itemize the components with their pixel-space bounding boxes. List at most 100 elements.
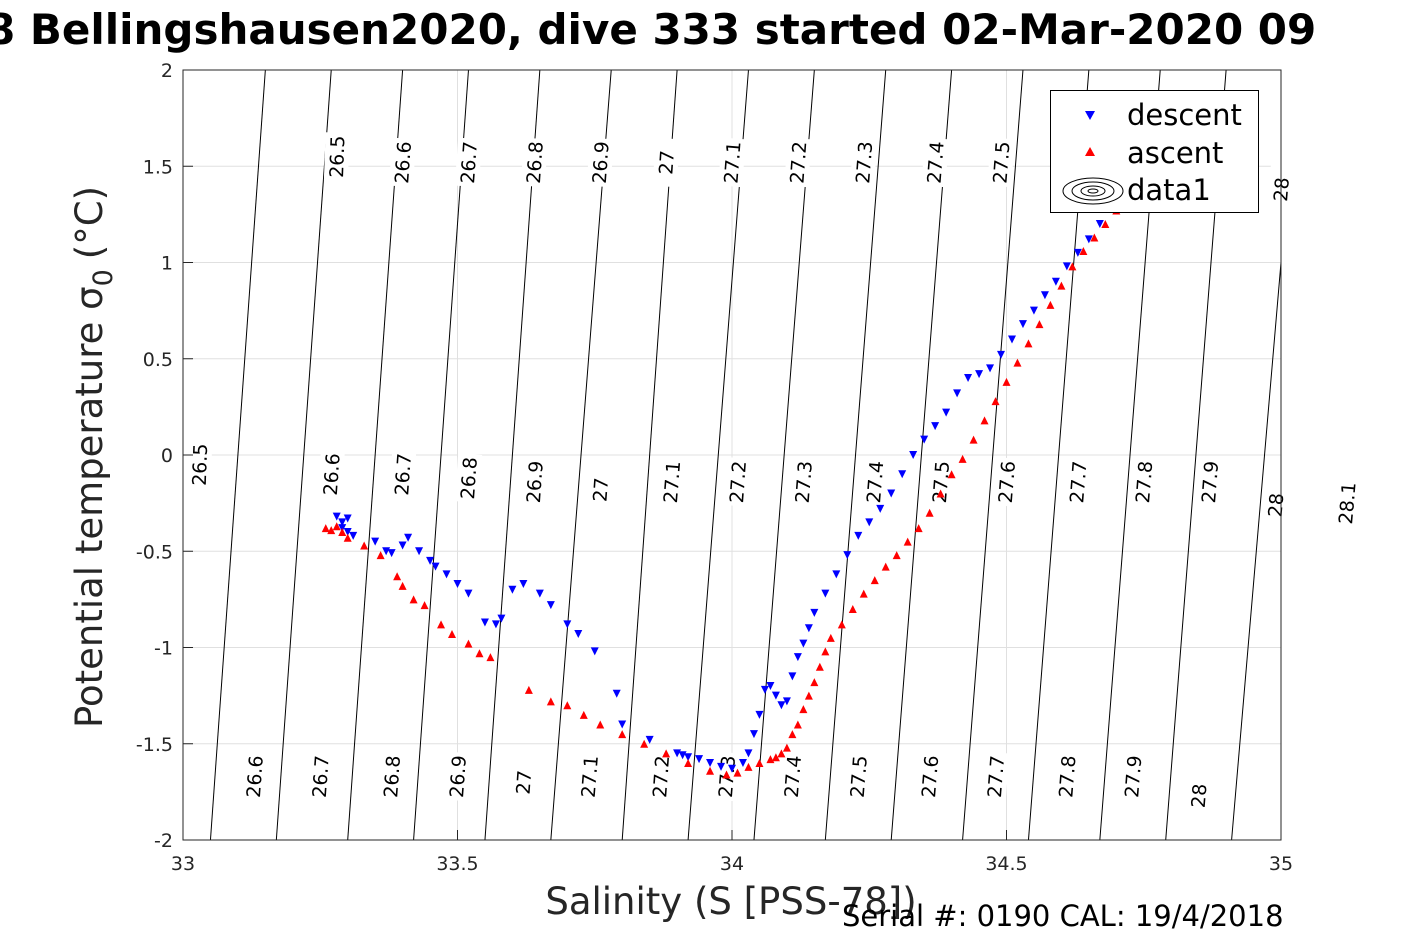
ascent-point bbox=[892, 551, 901, 560]
descent-point bbox=[717, 762, 726, 771]
descent-point bbox=[854, 531, 863, 540]
ascent-point bbox=[1002, 377, 1011, 386]
descent-point bbox=[695, 755, 704, 764]
ascent-series bbox=[321, 206, 1121, 779]
isopycnal-label: 26.6 bbox=[243, 755, 268, 799]
descent-point bbox=[986, 364, 995, 373]
descent-point bbox=[497, 614, 506, 623]
descent-point bbox=[519, 579, 528, 588]
descent-point bbox=[442, 570, 451, 579]
ascent-point bbox=[782, 743, 791, 752]
descent-point bbox=[1062, 262, 1071, 271]
descent-point bbox=[744, 749, 753, 758]
isopycnal-label-background bbox=[987, 137, 1015, 188]
ascent-point bbox=[1090, 233, 1099, 242]
ascent-point bbox=[744, 762, 753, 771]
isopycnal-label-background bbox=[520, 457, 549, 507]
descent-point bbox=[876, 504, 885, 513]
legend: descent ascent data1 bbox=[1050, 90, 1259, 213]
isopycnal-label: 27.7 bbox=[1066, 460, 1091, 504]
isopycnal-label: 27 bbox=[589, 477, 613, 503]
descent-point bbox=[964, 374, 973, 382]
ascent-point bbox=[563, 701, 572, 710]
descent-point bbox=[464, 589, 473, 598]
ascent-point bbox=[1057, 281, 1066, 290]
isopycnal-label-background bbox=[860, 457, 889, 507]
ascent-point bbox=[788, 730, 797, 739]
isopycnal-label: 26.9 bbox=[523, 460, 548, 504]
isopycnal-line bbox=[962, 70, 1024, 840]
isopycnal-label-background bbox=[784, 137, 812, 188]
isopycnal-label-background bbox=[454, 453, 483, 503]
ascent-point bbox=[327, 526, 336, 535]
isopycnal-label: 27.2 bbox=[649, 755, 674, 799]
descent-series bbox=[332, 204, 1115, 773]
descent-point bbox=[810, 608, 819, 617]
descent-point bbox=[832, 570, 841, 579]
descent-point bbox=[1095, 220, 1104, 228]
isopycnal-line bbox=[347, 70, 404, 840]
descent-point bbox=[1029, 306, 1038, 315]
isopycnal-label: 28 bbox=[1265, 492, 1289, 518]
isopycnal-label-background bbox=[575, 751, 604, 802]
ascent-point bbox=[1079, 246, 1088, 255]
y-axis: -2 -1.5 -1 -0.5 0 0.5 1 1.5 2 bbox=[136, 60, 193, 852]
ascent-point bbox=[618, 730, 627, 739]
isopycnal-label-background bbox=[186, 440, 213, 490]
isopycnal-label: 27.4 bbox=[863, 460, 888, 504]
isopycnal-label: 27 bbox=[513, 769, 537, 795]
isopycnal-label-background bbox=[1118, 751, 1147, 802]
descent-point bbox=[387, 549, 396, 558]
descent-point bbox=[997, 350, 1006, 359]
descent-point bbox=[738, 759, 747, 767]
isopycnal-label: 26.5 bbox=[189, 443, 212, 486]
descent-point bbox=[931, 422, 940, 431]
descent-point bbox=[343, 514, 352, 523]
y-tick-label: 0.5 bbox=[143, 349, 173, 371]
ascent-point bbox=[662, 749, 671, 758]
isopycnal-line bbox=[621, 70, 678, 840]
ascent-point bbox=[837, 620, 846, 629]
ascent-point bbox=[755, 759, 764, 767]
ascent-point bbox=[1101, 220, 1110, 228]
isopycnal-label-background bbox=[718, 137, 746, 188]
isopycnal-label-background bbox=[1184, 770, 1213, 821]
descent-point bbox=[1051, 277, 1060, 286]
descent-point bbox=[782, 697, 791, 706]
isopycnal-label: 27 bbox=[655, 150, 679, 176]
y-axis-label-main: Potential temperature σ bbox=[68, 286, 111, 728]
descent-point bbox=[975, 370, 984, 379]
y-tick-label: -0.5 bbox=[136, 541, 173, 563]
ascent-point bbox=[914, 524, 923, 533]
y-axis-label: Potential temperature σ0 (°C) bbox=[68, 186, 119, 728]
isopycnal-label: 27.5 bbox=[847, 755, 872, 799]
ascent-point bbox=[881, 562, 890, 571]
isopycnal-line bbox=[687, 70, 749, 840]
isopycnal-label-background bbox=[443, 751, 472, 802]
isopycnal-line bbox=[275, 70, 332, 840]
isopycnal-label-background bbox=[657, 457, 686, 507]
descent-point bbox=[788, 672, 797, 681]
descent-point bbox=[1040, 291, 1049, 300]
isopycnal-label: 27.7 bbox=[984, 755, 1009, 799]
isopycnal-line bbox=[413, 70, 469, 840]
ascent-point bbox=[343, 533, 352, 542]
descent-point bbox=[508, 585, 517, 594]
y-axis-label-unit: (°C) bbox=[68, 186, 111, 259]
isopycnal-label-background bbox=[981, 751, 1010, 802]
ascent-point bbox=[684, 759, 693, 767]
descent-point bbox=[398, 541, 407, 550]
ascent-point bbox=[640, 739, 649, 748]
isopycnal-contours bbox=[183, 70, 1281, 840]
ascent-point bbox=[810, 678, 819, 687]
isopycnal-label-background bbox=[388, 449, 417, 500]
isopycnal-label-background bbox=[306, 751, 334, 802]
isopycnal-line bbox=[890, 70, 953, 840]
ascent-point bbox=[903, 537, 912, 546]
chart-title: 8 Bellingshausen2020, dive 333 started 0… bbox=[0, 5, 1317, 54]
isopycnal-label-background bbox=[1053, 751, 1081, 802]
isopycnal-label-background bbox=[1332, 478, 1361, 529]
ascent-point bbox=[870, 576, 879, 585]
descent-point bbox=[684, 753, 693, 762]
ascent-point bbox=[722, 770, 731, 779]
